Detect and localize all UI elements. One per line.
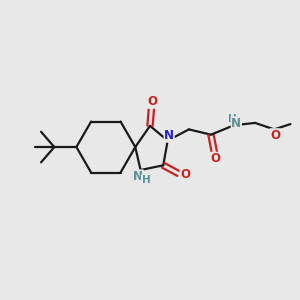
Text: H: H — [228, 114, 237, 124]
Text: O: O — [211, 152, 221, 165]
Text: O: O — [147, 95, 158, 108]
Text: N: N — [164, 129, 174, 142]
Text: O: O — [270, 129, 280, 142]
Text: H: H — [142, 175, 150, 185]
Text: N: N — [231, 117, 241, 130]
Text: O: O — [180, 168, 190, 181]
Text: N: N — [133, 170, 143, 183]
